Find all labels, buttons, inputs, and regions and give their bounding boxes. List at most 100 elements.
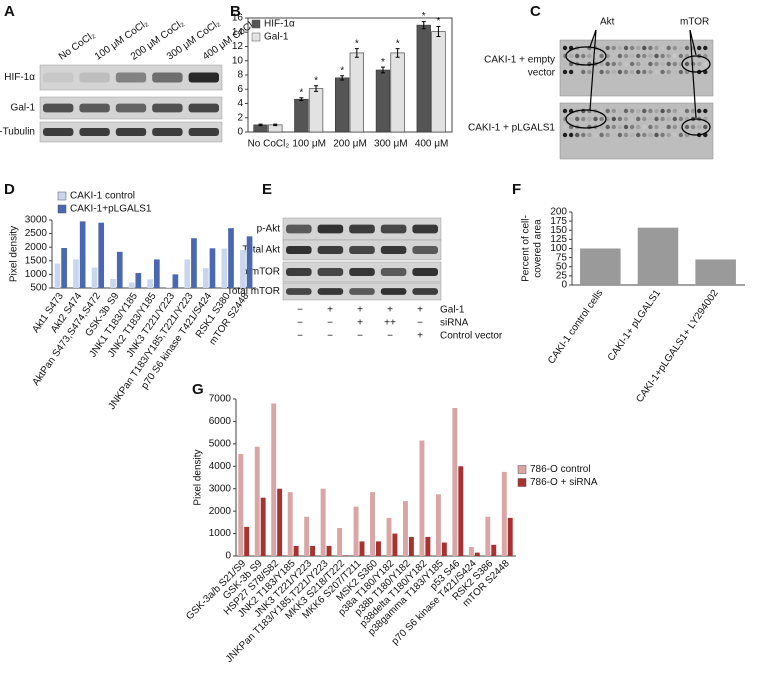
condition-mark: −	[297, 331, 303, 342]
condition-mark: +	[417, 331, 423, 342]
x-tick-label: 100 μM	[292, 139, 326, 150]
legend-swatch	[517, 465, 527, 474]
dot	[690, 108, 696, 114]
y-axis-title: Pixel density	[193, 449, 204, 505]
dot	[581, 132, 586, 138]
dot	[636, 132, 641, 138]
dot	[666, 116, 671, 122]
dot	[672, 69, 677, 75]
bar	[441, 542, 447, 556]
panel-letter: A	[4, 3, 15, 20]
panel-letter: F	[512, 181, 521, 198]
blot-band	[286, 288, 312, 295]
blot-band	[43, 103, 74, 113]
legend-label: HIF-1α	[264, 19, 295, 30]
dot	[605, 108, 610, 114]
error-bar	[273, 123, 278, 127]
row-label: CAKI-1 + pLGALS1	[468, 123, 555, 134]
blot-band	[286, 224, 312, 234]
condition-mark: −	[327, 331, 333, 342]
bar	[425, 536, 431, 556]
bar	[359, 541, 365, 556]
bar	[370, 492, 375, 556]
bar	[416, 24, 431, 133]
bar	[403, 501, 408, 556]
blot-band	[188, 72, 219, 83]
dot	[660, 45, 665, 51]
dot	[642, 116, 647, 122]
dot	[617, 45, 623, 51]
panel-letter: E	[262, 181, 272, 198]
bar	[246, 236, 253, 288]
bar	[507, 517, 513, 556]
blot-band	[380, 246, 407, 254]
row-label: Total mTOR	[227, 286, 280, 297]
y-tick-label: 4000	[209, 461, 232, 472]
condition-mark: −	[387, 331, 393, 342]
dot	[678, 132, 684, 138]
blot-band	[380, 288, 407, 295]
dot	[666, 132, 671, 138]
blot-band	[79, 72, 110, 83]
bar	[353, 506, 359, 556]
dot	[617, 116, 623, 122]
dot	[593, 132, 598, 138]
dot	[666, 69, 671, 75]
bar	[695, 259, 736, 285]
y-tick-label: 125	[550, 234, 567, 245]
dot	[611, 45, 616, 51]
target-label: mTOR	[680, 17, 709, 28]
blot-band	[317, 288, 344, 295]
x-tick-label: 400 μM	[415, 139, 449, 150]
y-tick-label: 2000	[209, 506, 232, 517]
dot	[617, 61, 623, 67]
bar	[343, 555, 348, 556]
dot	[611, 116, 616, 122]
dot	[623, 69, 629, 75]
arrow	[589, 29, 597, 48]
dot	[648, 124, 653, 130]
dot	[629, 132, 635, 138]
error-bar	[354, 48, 359, 58]
dot	[648, 61, 653, 67]
blot-band	[115, 103, 147, 113]
error-bar	[395, 48, 400, 58]
dot	[593, 69, 598, 75]
blot-band	[43, 72, 74, 83]
error-bar	[421, 21, 426, 30]
y-tick-label: 14	[232, 27, 244, 38]
dot	[636, 45, 641, 51]
bar	[73, 259, 79, 288]
bar	[435, 494, 441, 556]
x-tick-label: 300 μM	[374, 139, 408, 150]
row-label: CAKI-1 + empty	[484, 55, 555, 66]
dot	[648, 116, 653, 122]
dot	[654, 124, 659, 130]
dot	[562, 69, 568, 75]
dot	[660, 61, 665, 67]
target-label: Akt	[600, 17, 615, 28]
y-tick-label: 2500	[25, 228, 48, 239]
dot	[629, 45, 635, 51]
dot	[629, 108, 635, 114]
dot	[703, 124, 708, 130]
dot	[605, 69, 610, 75]
y-tick-label: 0	[237, 127, 243, 138]
y-tick-label: 12	[232, 41, 244, 52]
y-tick-label: 100	[550, 243, 567, 254]
error-bar	[299, 97, 304, 102]
y-tick-label: 2000	[25, 242, 48, 253]
dot	[678, 69, 684, 75]
condition-mark: ++	[384, 318, 396, 329]
dot	[660, 116, 665, 122]
blot-band	[412, 268, 438, 276]
dot	[654, 69, 659, 75]
dot	[581, 69, 586, 75]
row-label: p-mTOR	[242, 267, 280, 278]
dot	[575, 69, 580, 75]
dot	[697, 61, 702, 67]
dot	[623, 53, 629, 59]
y-tick-label: 75	[556, 252, 568, 263]
dot	[611, 53, 616, 59]
bar	[580, 248, 621, 285]
